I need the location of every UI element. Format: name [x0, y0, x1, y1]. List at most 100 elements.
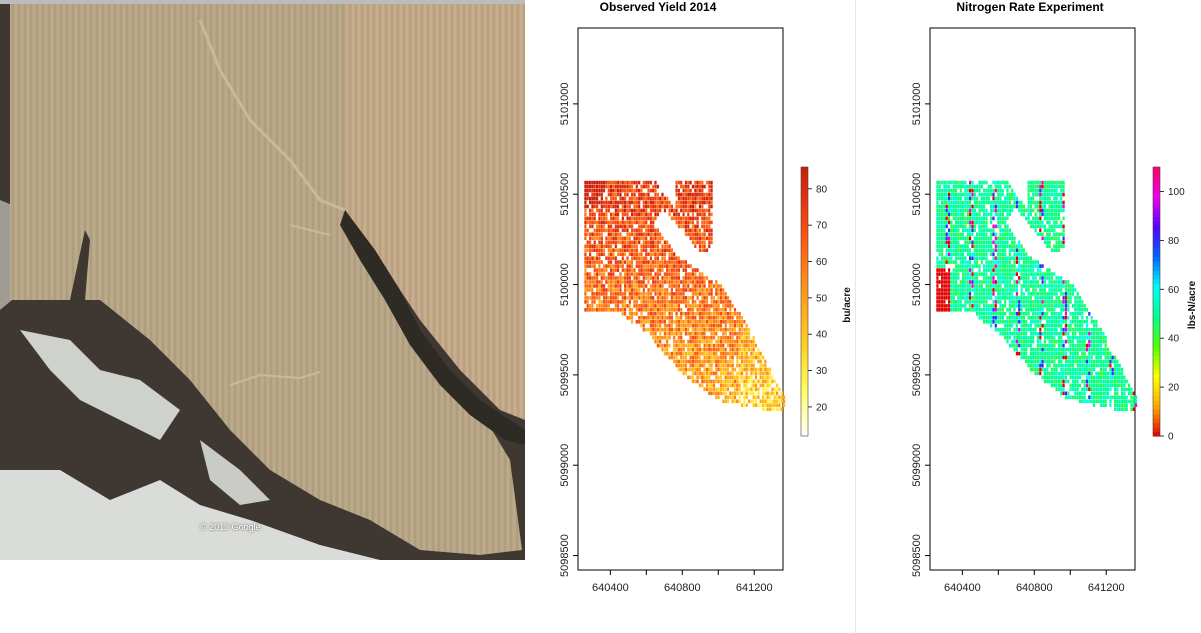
- data-cell: [621, 188, 624, 193]
- data-cell: [717, 316, 720, 320]
- data-cell: [1011, 323, 1014, 328]
- data-cell: [647, 180, 650, 185]
- data-cell: [1015, 327, 1018, 332]
- data-cell: [593, 236, 596, 241]
- data-cell: [955, 188, 958, 193]
- data-cell: [1090, 395, 1093, 400]
- data-cell: [1053, 216, 1056, 221]
- data-cell: [745, 335, 748, 340]
- data-cell: [1025, 260, 1028, 264]
- data-cell: [1046, 268, 1049, 272]
- data-cell: [1060, 359, 1063, 364]
- data-cell: [624, 272, 627, 276]
- data-cell: [773, 387, 776, 392]
- data-cell: [705, 296, 709, 300]
- data-cell: [1057, 383, 1061, 388]
- data-cell: [652, 296, 655, 300]
- data-cell: [990, 284, 993, 288]
- data-cell: [638, 284, 641, 288]
- data-cell: [733, 323, 737, 328]
- data-cell: [736, 339, 739, 344]
- data-cell: [733, 351, 737, 356]
- data-cell: [1043, 208, 1046, 213]
- data-cell: [1046, 320, 1049, 324]
- data-cell: [1006, 268, 1009, 272]
- data-cell: [1004, 220, 1007, 225]
- data-cell: [945, 272, 948, 276]
- data-cell: [649, 228, 652, 233]
- data-cell: [729, 331, 732, 336]
- data-cell: [1001, 240, 1004, 245]
- data-cell: [733, 312, 737, 316]
- data-cell: [659, 280, 662, 284]
- data-cell: [584, 248, 587, 252]
- data-cell: [976, 188, 979, 193]
- data-cell: [654, 192, 657, 197]
- data-cell: [1085, 347, 1089, 352]
- data-cell: [661, 288, 664, 292]
- data-cell: [642, 327, 645, 332]
- data-cell: [1114, 375, 1117, 380]
- data-cell: [1046, 244, 1049, 248]
- data-cell: [1018, 308, 1021, 312]
- data-cell: [1078, 363, 1082, 368]
- data-cell: [670, 323, 673, 328]
- data-cell: [976, 240, 979, 245]
- data-cell: [642, 316, 645, 320]
- data-cell: [1001, 204, 1004, 209]
- data-cell: [1090, 367, 1093, 372]
- data-cell: [640, 212, 643, 217]
- data-cell: [997, 268, 1000, 272]
- data-cell: [990, 216, 993, 221]
- data-cell: [703, 327, 706, 332]
- data-cell: [684, 260, 687, 264]
- data-cell: [1011, 268, 1014, 272]
- data-cell: [973, 304, 976, 308]
- data-cell: [635, 228, 638, 233]
- data-cell: [1006, 335, 1009, 340]
- colorbar-swatch: [801, 202, 808, 208]
- data-cell: [633, 288, 636, 292]
- data-cell: [731, 359, 734, 364]
- data-cell: [654, 264, 657, 268]
- data-cell: [684, 216, 687, 221]
- data-cell: [1001, 304, 1004, 308]
- data-cell: [684, 204, 687, 209]
- data-cell: [1041, 276, 1044, 280]
- data-cell: [607, 288, 610, 292]
- data-cell: [1011, 339, 1014, 344]
- data-cell: [584, 288, 587, 292]
- data-cell: [1048, 188, 1051, 193]
- data-cell: [1057, 248, 1061, 252]
- data-cell: [955, 300, 958, 304]
- data-cell: [738, 351, 741, 356]
- data-cells: [936, 180, 1138, 411]
- data-cell: [736, 375, 739, 380]
- data-cell: [990, 204, 993, 209]
- data-cell: [990, 184, 993, 189]
- data-cell: [985, 196, 988, 201]
- data-cell: [610, 196, 613, 201]
- data-cell: [710, 180, 713, 185]
- data-cell: [715, 367, 718, 372]
- data-cell: [1121, 395, 1124, 400]
- data-cell: [717, 379, 720, 384]
- data-cell: [1034, 216, 1037, 221]
- data-cell: [950, 304, 953, 308]
- data-cell: [610, 228, 613, 233]
- colorbar-tick-label: 40: [1168, 334, 1180, 345]
- data-cell: [1071, 371, 1075, 376]
- data-cell: [647, 212, 650, 217]
- data-cell: [593, 264, 596, 268]
- data-cell: [747, 339, 751, 344]
- data-cell: [670, 300, 673, 304]
- data-cell: [638, 224, 641, 229]
- data-cell: [1027, 327, 1030, 332]
- data-cell: [689, 308, 692, 312]
- data-cell: [698, 316, 701, 320]
- data-cell: [1048, 363, 1051, 368]
- data-cell: [994, 308, 997, 312]
- data-cell: [598, 304, 601, 308]
- data-cell: [994, 244, 997, 248]
- data-cell: [691, 216, 694, 221]
